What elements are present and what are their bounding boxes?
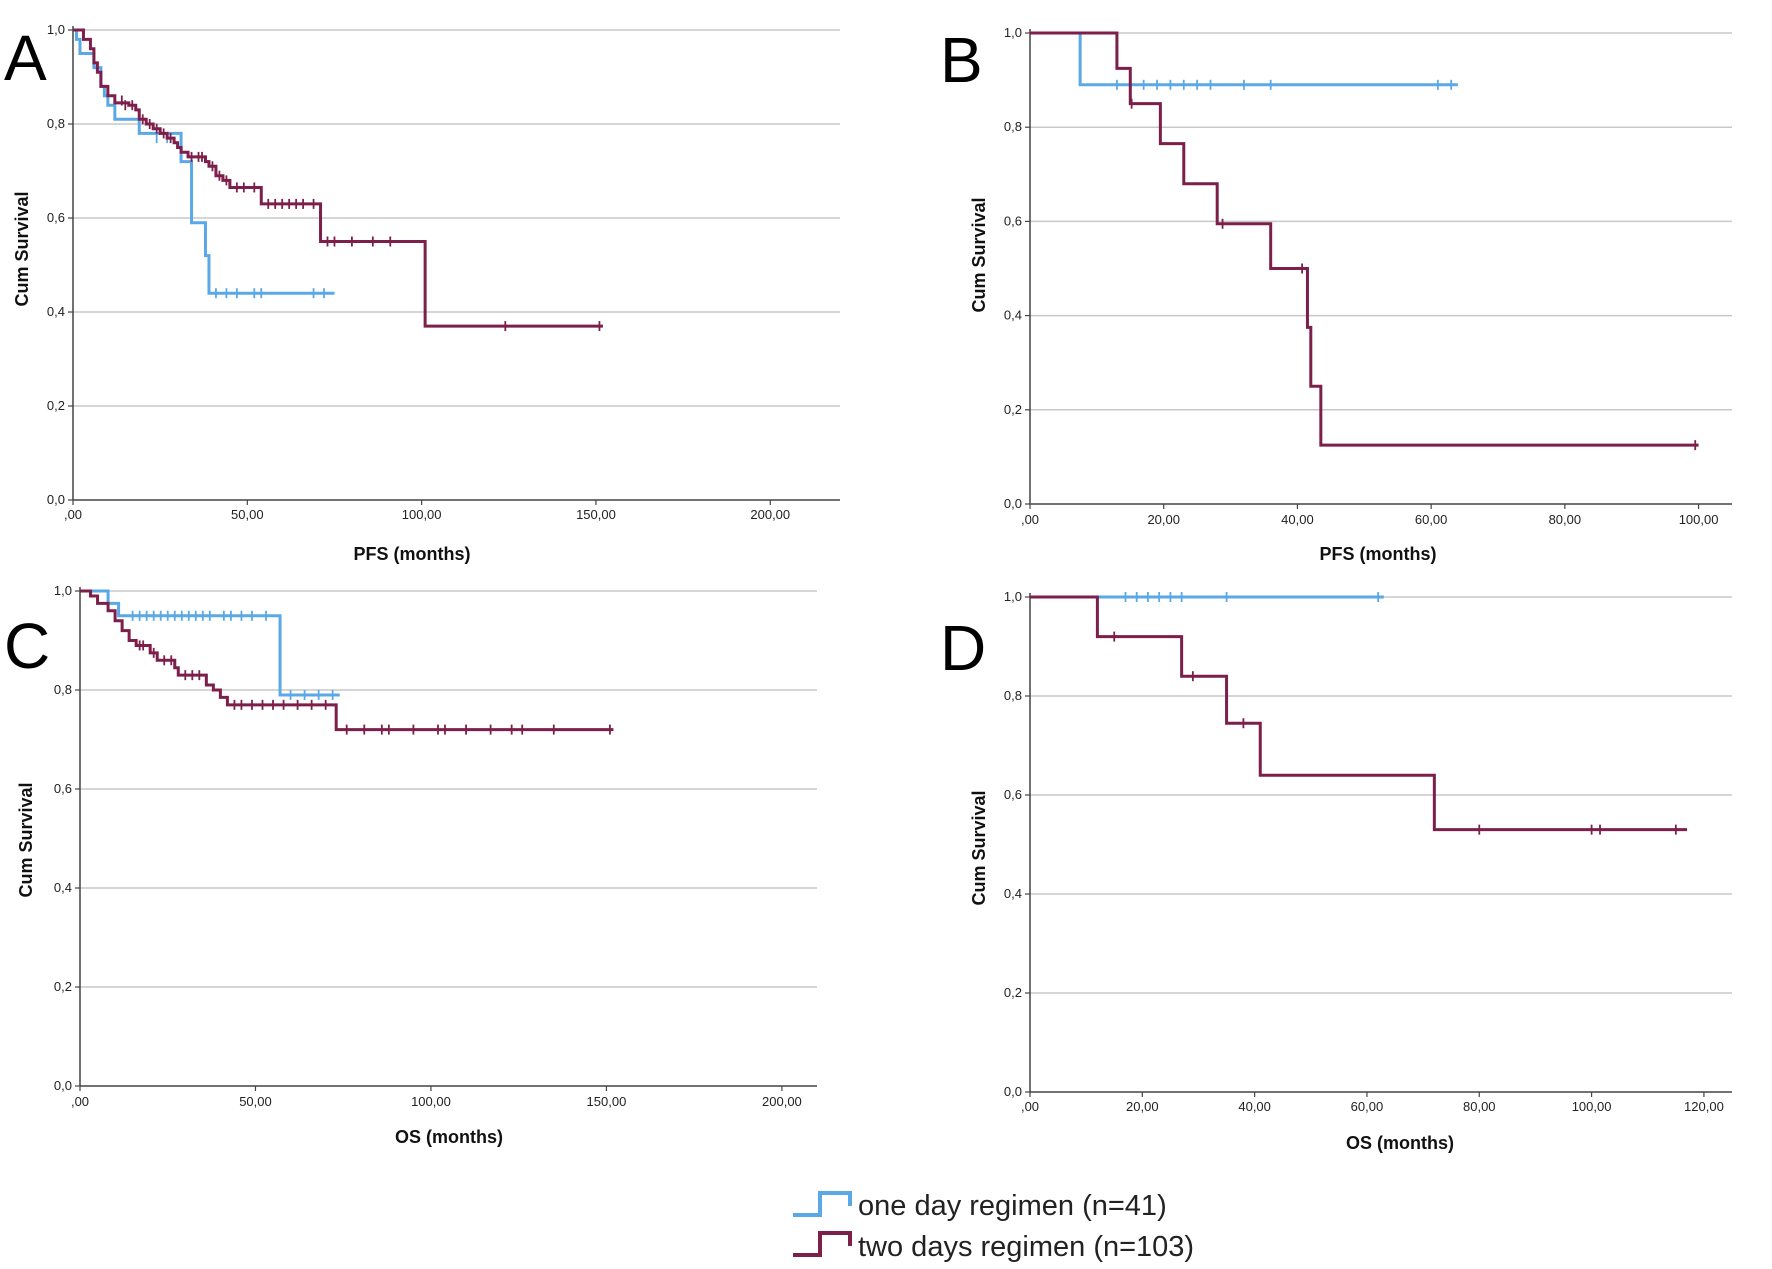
curve-two-days-b — [1030, 31, 1699, 447]
y-tick-label-d: 0,2 — [1004, 985, 1022, 1000]
x-tick-label-a: ,00 — [64, 507, 82, 522]
curve-two-days-d — [1030, 595, 1688, 832]
y-tick-label-b: 1,0 — [1004, 25, 1022, 40]
x-tick-label-a: 50,00 — [231, 507, 264, 522]
panel-b: B PFS (months) Cum Survival 0,0 0,2 0,4 0,6… — [940, 24, 1732, 564]
x-tick-label-d: 100,00 — [1572, 1099, 1612, 1114]
y-tick-label-c: 0,2 — [54, 979, 72, 994]
panel-letter-d: D — [940, 612, 986, 684]
panel-a: A PFS (months) Cum Survival 0,0 0,2 0,4 0,6… — [4, 22, 840, 564]
y-axis-title-b: Cum Survival — [969, 197, 989, 312]
curve-two-days-a — [73, 28, 603, 328]
x-tick-label-a: 200,00 — [750, 507, 790, 522]
y-tick-label-c: 1,0 — [54, 583, 72, 598]
y-tick-label-b: 0,8 — [1004, 119, 1022, 134]
x-tick-label-d: 60,00 — [1351, 1099, 1384, 1114]
y-axis-title-a: Cum Survival — [12, 191, 32, 306]
panel-d: D OS (months) Cum Survival 0,0 0,2 0,4 0,6 0… — [940, 589, 1732, 1153]
x-axis-title-a: PFS (months) — [354, 544, 471, 564]
y-tick-label-b: 0,4 — [1004, 308, 1022, 323]
x-tick-label-d: 80,00 — [1463, 1099, 1496, 1114]
x-tick-label-d: 20,00 — [1126, 1099, 1159, 1114]
x-tick-label-b: 100,00 — [1679, 512, 1719, 527]
y-tick-label-d: 0,0 — [1004, 1084, 1022, 1099]
legend-swatch-one-day — [793, 1191, 852, 1217]
y-tick-label-c: 0,6 — [54, 781, 72, 796]
y-tick-label-a: 0,2 — [47, 398, 65, 413]
panel-letter-a: A — [4, 22, 47, 94]
x-tick-label-c: ,00 — [71, 1094, 89, 1109]
legend-label-one-day: one day regimen (n=41) — [858, 1190, 1167, 1222]
y-tick-label-d: 0,6 — [1004, 787, 1022, 802]
y-axis-title-c: Cum Survival — [16, 782, 36, 897]
y-tick-label-a: 0,8 — [47, 116, 65, 131]
panel-c: C OS (months) Cum Survival 0,0 0,2 0,4 0,6 0… — [4, 583, 817, 1147]
x-tick-label-b: ,00 — [1021, 512, 1039, 527]
x-tick-label-d: ,00 — [1021, 1099, 1039, 1114]
curve-one-day-b — [1030, 31, 1458, 87]
legend: one day regimen (n=41) two days regimen … — [793, 1190, 1194, 1263]
legend-label-two-days: two days regimen (n=103) — [858, 1231, 1194, 1263]
y-tick-label-a: 0,6 — [47, 210, 65, 225]
y-tick-label-d: 0,4 — [1004, 886, 1022, 901]
x-tick-label-c: 150,00 — [587, 1094, 627, 1109]
x-axis-title-d: OS (months) — [1346, 1133, 1454, 1153]
y-tick-label-a: 1,0 — [47, 22, 65, 37]
y-tick-label-d: 0,8 — [1004, 688, 1022, 703]
x-tick-label-c: 100,00 — [411, 1094, 451, 1109]
legend-swatch-two-days — [793, 1231, 852, 1257]
curve-one-day-c — [80, 589, 340, 697]
x-axis-title-b: PFS (months) — [1320, 544, 1437, 564]
legend-item-two-days: two days regimen (n=103) — [793, 1231, 1194, 1263]
x-tick-label-b: 40,00 — [1281, 512, 1314, 527]
y-tick-label-a: 0,0 — [47, 492, 65, 507]
y-tick-label-b: 0,0 — [1004, 496, 1022, 511]
x-tick-label-a: 150,00 — [576, 507, 616, 522]
y-tick-label-b: 0,2 — [1004, 402, 1022, 417]
x-tick-label-d: 40,00 — [1238, 1099, 1271, 1114]
x-tick-label-d: 120,00 — [1684, 1099, 1724, 1114]
panel-letter-b: B — [940, 24, 983, 96]
y-tick-label-b: 0,6 — [1004, 213, 1022, 228]
y-tick-label-c: 0,8 — [54, 682, 72, 697]
x-axis-title-c: OS (months) — [395, 1127, 503, 1147]
x-tick-label-b: 80,00 — [1549, 512, 1582, 527]
x-tick-label-c: 50,00 — [239, 1094, 272, 1109]
x-tick-label-b: 60,00 — [1415, 512, 1448, 527]
x-tick-label-a: 100,00 — [402, 507, 442, 522]
y-tick-label-d: 1,0 — [1004, 589, 1022, 604]
y-axis-title-d: Cum Survival — [969, 790, 989, 905]
x-tick-label-c: 200,00 — [762, 1094, 802, 1109]
y-tick-label-c: 0,4 — [54, 880, 72, 895]
panel-letter-c: C — [4, 610, 50, 682]
legend-item-one-day: one day regimen (n=41) — [793, 1190, 1167, 1222]
x-tick-label-b: 20,00 — [1147, 512, 1180, 527]
y-tick-label-a: 0,4 — [47, 304, 65, 319]
curve-one-day-a — [73, 28, 335, 295]
y-tick-label-c: 0,0 — [54, 1078, 72, 1093]
